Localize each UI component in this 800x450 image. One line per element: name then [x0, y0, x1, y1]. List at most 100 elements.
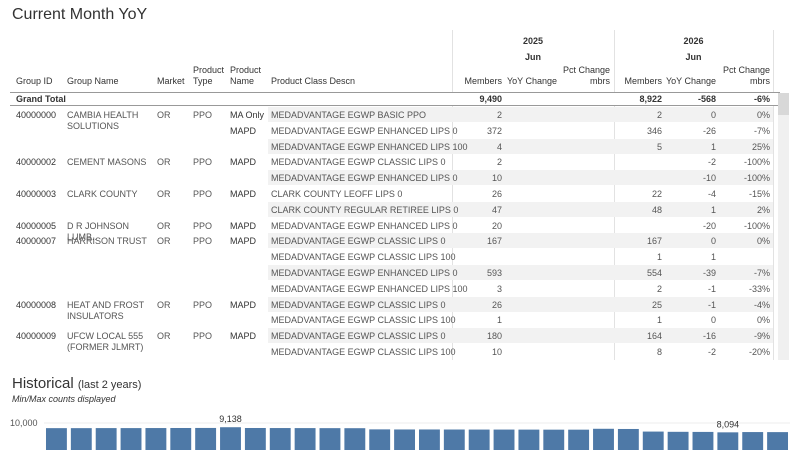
table-cell: 2: [656, 110, 662, 120]
table-cell: PPO: [193, 331, 213, 342]
table-cell: 10: [491, 173, 502, 184]
header-text: Market: [157, 76, 185, 86]
table-cell: 40000000: [16, 110, 57, 120]
table-cell: 180: [486, 331, 502, 342]
table-cell: 40000008: [16, 299, 57, 310]
table-cell: -20: [702, 220, 716, 231]
bar: [593, 428, 614, 450]
table-cell: 1: [710, 141, 716, 152]
table-cell: MAPD: [230, 331, 257, 342]
table-cell: 1: [656, 252, 662, 263]
table-cell: MEDADVANTAGE EGWP BASIC PPO: [271, 110, 427, 120]
table-cell: -26: [702, 125, 716, 136]
header-text: Pct Change mbrs: [562, 65, 610, 86]
total-cell: -568: [697, 94, 716, 104]
table-cell: 4: [496, 141, 502, 152]
table-cell: 1: [656, 315, 662, 326]
table-cell: -20%: [748, 347, 770, 357]
bar: [220, 427, 241, 450]
row-band: [268, 201, 773, 217]
table-cell: 0%: [756, 236, 770, 247]
table-cell: -7%: [753, 268, 770, 278]
bar: [170, 427, 192, 450]
table-cell: PPO: [193, 299, 213, 310]
bar: [692, 431, 714, 450]
table-cell: 10: [491, 347, 502, 357]
table-cell: CAMBIA HEALTH SOLUTIONS: [67, 110, 139, 131]
y-tick-label: 10,000: [10, 418, 38, 428]
table-cell: 5: [656, 141, 662, 152]
bar: [418, 429, 440, 450]
table-cell: -100%: [743, 173, 770, 184]
table-cell: MEDADVANTAGE EGWP CLASSIC LIPS 100: [271, 315, 456, 326]
chart-title: Historical: [12, 375, 74, 392]
bar: [742, 432, 764, 450]
table-cell: MEDADVANTAGE EGWP ENHANCED LIPS 0: [271, 220, 458, 231]
header-text: Members: [464, 76, 502, 86]
table-cell: CLARK COUNTY REGULAR RETIREE LIPS 0: [271, 204, 459, 215]
row-band: [268, 233, 773, 249]
table-cell: 40000005: [16, 220, 57, 231]
table-cell: -2: [707, 347, 716, 357]
bar: [717, 432, 739, 450]
header-text: YoY Change: [665, 76, 716, 86]
column-header: Pct Change mbrs: [560, 62, 610, 87]
scrollbar: [778, 93, 789, 115]
column-header: YoY Change: [505, 62, 557, 87]
table-cell: MEDADVANTAGE EGWP CLASSIC LIPS 100: [271, 347, 456, 357]
table-cell: -4: [707, 189, 716, 199]
value-label: 8,094: [717, 419, 740, 429]
table-cell: CLARK COUNTY LEOFF LIPS 0: [271, 189, 403, 199]
column-divider: [452, 30, 453, 360]
table-cell: 40000007: [16, 236, 57, 247]
table-cell: CLARK COUNTY: [67, 189, 138, 199]
row-band: [268, 296, 773, 312]
chart-note: Min/Max counts displayed: [12, 394, 116, 404]
table-cell: 3: [496, 283, 502, 294]
table-cell: UFCW LOCAL 555 (FORMER JLMRT): [67, 331, 144, 353]
header-text: Group Name: [67, 76, 119, 86]
table-cell: D R JOHNSON LUMB..: [67, 220, 130, 242]
table-cell: CEMENT MASONS: [67, 157, 147, 168]
column-header: Product Name: [230, 62, 270, 87]
header-text: Product Name: [230, 65, 262, 86]
table-cell: MEDADVANTAGE EGWP CLASSIC LIPS 0: [271, 299, 446, 310]
chart-subtitle: (last 2 years): [77, 379, 142, 391]
bar: [95, 428, 117, 450]
row-band: [268, 265, 773, 280]
table-cell: 372: [486, 125, 502, 136]
table-cell: OR: [157, 220, 171, 231]
chart-heading: Historical (last 2 years): [12, 375, 141, 394]
total-cell: 8,922: [639, 94, 662, 104]
table-cell: HARRISON TRUST: [67, 236, 147, 247]
total-row-bg: [10, 93, 778, 106]
table-cell: -16: [702, 331, 716, 342]
table-cell: 0: [710, 110, 716, 120]
table-cell: 554: [646, 268, 662, 278]
table-cell: MEDADVANTAGE EGWP CLASSIC LIPS 0: [271, 236, 446, 247]
table-cell: MAPD: [230, 157, 257, 168]
table-cell: 20: [491, 220, 502, 231]
table-cell: 0%: [756, 110, 770, 120]
table-cell: MEDADVANTAGE EGWP CLASSIC LIPS 0: [271, 157, 446, 168]
header-rule: [10, 92, 780, 93]
column-header: Market: [157, 62, 191, 87]
bar: [319, 428, 341, 450]
column-header: Members: [614, 62, 662, 87]
bar: [568, 429, 590, 450]
bar: [617, 428, 639, 450]
bar: [493, 429, 515, 450]
bar: [70, 428, 92, 450]
table-cell: 25: [651, 299, 662, 310]
table-cell: 2: [656, 283, 662, 294]
table-cell: PPO: [193, 157, 213, 168]
table-cell: MEDADVANTAGE EGWP ENHANCED LIPS 100: [271, 283, 468, 294]
month-header: Jun: [524, 52, 541, 62]
header-text: Members: [624, 76, 662, 86]
bar: [294, 428, 316, 450]
total-cell: 9,490: [479, 94, 502, 104]
bar: [642, 431, 664, 450]
table-cell: -2: [707, 157, 716, 168]
bar: [344, 428, 366, 450]
table-cell: MEDADVANTAGE EGWP CLASSIC LIPS 0: [271, 331, 446, 342]
